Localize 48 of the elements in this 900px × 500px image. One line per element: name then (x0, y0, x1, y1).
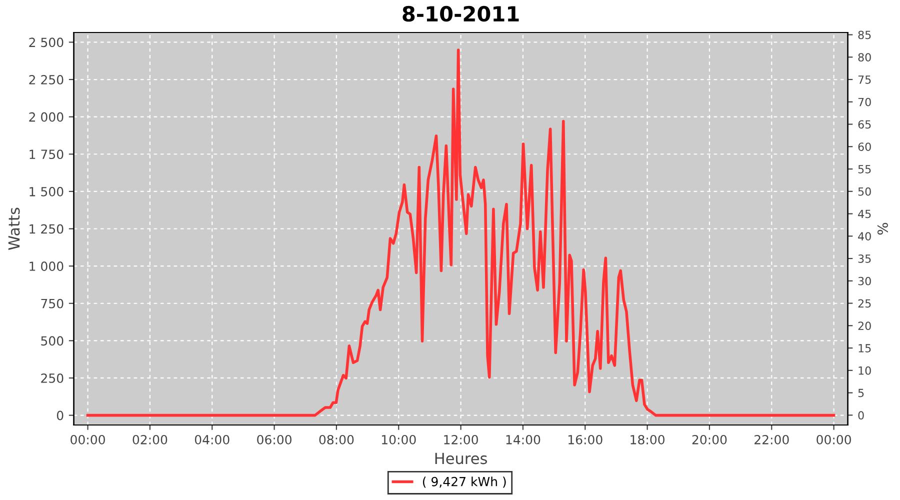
y2-tick-label: 10 (858, 366, 871, 375)
y-tick-label: 500 (41, 336, 64, 346)
y-tick-label: 1 750 (30, 150, 64, 160)
y2-tick-label: 55 (858, 165, 871, 174)
y-tick-label: 2 500 (29, 38, 64, 48)
y2-tick-label: 25 (858, 299, 871, 308)
x-tick-label: 18:00 (630, 434, 664, 444)
x-tick-label: 14:00 (506, 434, 540, 444)
y-tick-label: 1 250 (30, 224, 64, 234)
y2-tick-label: 15 (858, 344, 871, 352)
x-tick-label: 08:00 (319, 434, 354, 444)
x-tick-label: 12:00 (444, 434, 478, 444)
y2-tick-label: 0 (858, 411, 864, 420)
x-tick-label: 02:00 (132, 434, 168, 444)
y2-tick-label: 70 (858, 98, 871, 106)
y2-tick-label: 85 (858, 30, 871, 40)
x-tick-label: 04:00 (194, 434, 230, 444)
y-tick-label: 2 000 (29, 112, 64, 122)
y2-tick-label: 75 (858, 76, 871, 84)
y2-tick-label: 65 (858, 120, 871, 129)
x-tick-label: 22:00 (754, 434, 789, 444)
y-axis-title: Watts (8, 208, 20, 250)
y2-tick-label: 30 (858, 276, 871, 286)
x-tick-label: 16:00 (568, 434, 602, 444)
y2-tick-label: 20 (858, 322, 871, 330)
y-tick-label: 1 500 (30, 186, 64, 196)
y-tick-label: 0 (56, 410, 64, 420)
legend-label: ( 9,427 kWh ) (422, 476, 506, 488)
y2-tick-label: 45 (858, 210, 871, 218)
y2-axis-title: % (877, 222, 888, 235)
y2-tick-label: 40 (858, 232, 871, 241)
y2-tick-label: 35 (858, 254, 871, 263)
y-tick-label: 250 (41, 373, 64, 383)
x-tick-label: 00:00 (70, 434, 105, 444)
x-tick-label: 20:00 (692, 434, 727, 444)
x-tick-label: 00:00 (816, 434, 851, 444)
y2-tick-label: 5 (858, 388, 864, 398)
y2-tick-label: 80 (858, 53, 871, 62)
y-tick-label: 1 000 (30, 262, 64, 271)
y-tick-label: 2 250 (29, 74, 64, 84)
y2-tick-label: 60 (858, 142, 871, 152)
y-tick-label: 750 (41, 298, 64, 308)
line-series (86, 48, 836, 417)
x-axis-title: Heures (435, 452, 487, 464)
y2-tick-label: 50 (858, 187, 871, 196)
x-tick-label: 10:00 (382, 434, 416, 444)
chart-title: 8-10-2011 (402, 6, 519, 22)
x-tick-label: 06:00 (257, 434, 292, 444)
